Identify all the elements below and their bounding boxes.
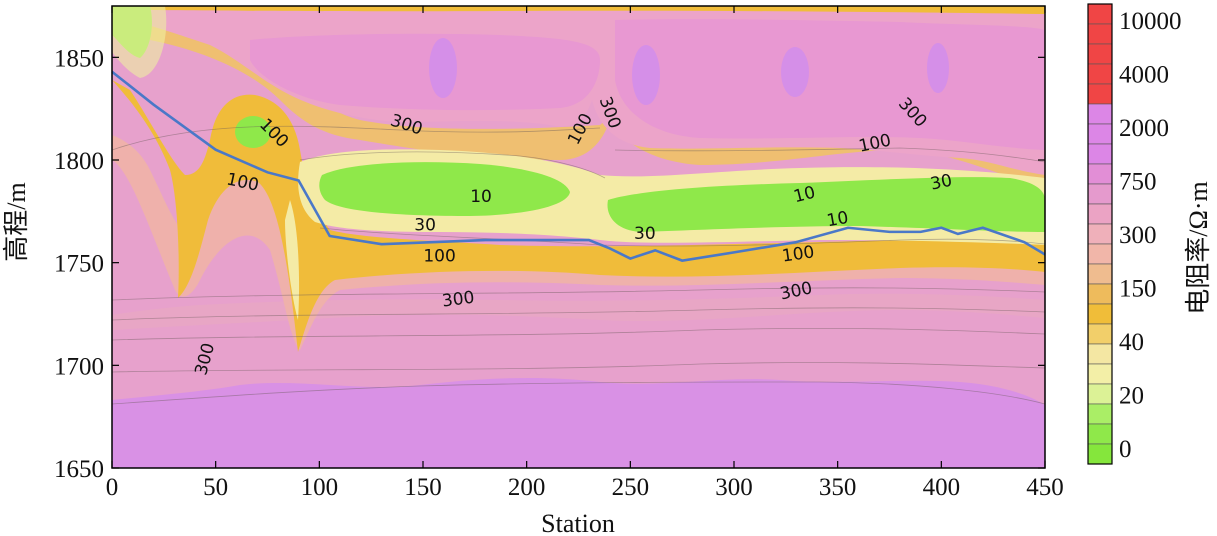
x-tick-label: 200 (508, 474, 546, 501)
colorbar: 10000 4000 2000 750 300 150 40 20 0 (1087, 3, 1182, 465)
x-tick-label: 300 (715, 474, 753, 501)
contour-label: 30 (634, 224, 656, 244)
colorbar-tick-label: 750 (1119, 169, 1157, 196)
colorbar-swatch (1087, 43, 1113, 65)
contour-lines (112, 125, 1045, 405)
colorbar-swatch (1087, 103, 1113, 125)
interface-line (111, 70, 1046, 262)
colorbar-swatch (1087, 443, 1113, 465)
colorbar-tick-label: 300 (1119, 222, 1157, 249)
y-tick-label: 1850 (54, 45, 104, 72)
colorbar-swatch (1087, 323, 1113, 345)
contour-label: 30 (929, 171, 954, 195)
x-tick-label: 0 (106, 474, 119, 501)
colorbar-swatch (1087, 423, 1113, 445)
colorbar-swatch (1087, 403, 1113, 425)
colorbar-swatch (1087, 303, 1113, 325)
x-tick-label: 400 (923, 474, 961, 501)
contour-label: 10 (825, 208, 850, 231)
colorbar-frame (1087, 3, 1113, 465)
y-tick-label: 1800 (54, 148, 104, 175)
colorbar-swatch (1087, 243, 1113, 265)
colorbar-tick-label: 4000 (1119, 62, 1169, 89)
plot-frame (111, 5, 1046, 469)
colorbar-swatch (1087, 203, 1113, 225)
y-tick-label: 1700 (54, 353, 104, 380)
x-tick-label: 100 (301, 474, 339, 501)
contour-label: 300 (441, 288, 476, 312)
colorbar-tick-label: 150 (1119, 276, 1157, 303)
colorbar-tick-label: 40 (1119, 329, 1144, 356)
y-axis-title: 高程/m (2, 182, 31, 261)
colorbar-swatch (1087, 143, 1113, 165)
colorbar-swatch (1087, 343, 1113, 365)
colorbar-swatch (1087, 3, 1113, 25)
x-axis: 0 50 100 150 200 250 300 350 400 450 (106, 6, 1064, 501)
colorbar-swatch (1087, 223, 1113, 245)
colorbar-swatch (1087, 83, 1113, 105)
contour-label: 100 (423, 247, 455, 267)
y-tick-label: 1750 (54, 251, 104, 278)
colorbar-swatch (1087, 183, 1113, 205)
resistivity-color-field (112, 6, 1045, 468)
colorbar-tick-label: 2000 (1119, 115, 1169, 142)
x-tick-label: 150 (404, 474, 442, 501)
colorbar-swatch (1087, 363, 1113, 385)
y-tick-label: 1650 (54, 456, 104, 483)
colorbar-swatch (1087, 163, 1113, 185)
y-axis: 1650 1700 1750 1800 1850 (54, 45, 1045, 483)
x-tick-label: 250 (612, 474, 650, 501)
colorbar-swatch (1087, 123, 1113, 145)
colorbar-title: 电阻率/Ω·m (1184, 181, 1213, 314)
colorbar-swatch (1087, 63, 1113, 85)
contour-label: 10 (470, 187, 492, 207)
x-tick-label: 350 (819, 474, 857, 501)
x-tick-label: 450 (1026, 474, 1064, 501)
contour-label: 30 (414, 216, 436, 236)
colorbar-swatch (1087, 383, 1113, 405)
x-axis-title: Station (541, 509, 615, 536)
contour-label: 100 (781, 242, 816, 266)
colorbar-swatch (1087, 283, 1113, 305)
colorbar-tick-label: 0 (1119, 436, 1132, 463)
colorbar-tick-label: 10000 (1119, 8, 1182, 35)
colorbar-swatch (1087, 263, 1113, 285)
colorbar-tick-label: 20 (1119, 383, 1144, 410)
colorbar-swatch (1087, 23, 1113, 45)
x-tick-label: 50 (203, 474, 228, 501)
